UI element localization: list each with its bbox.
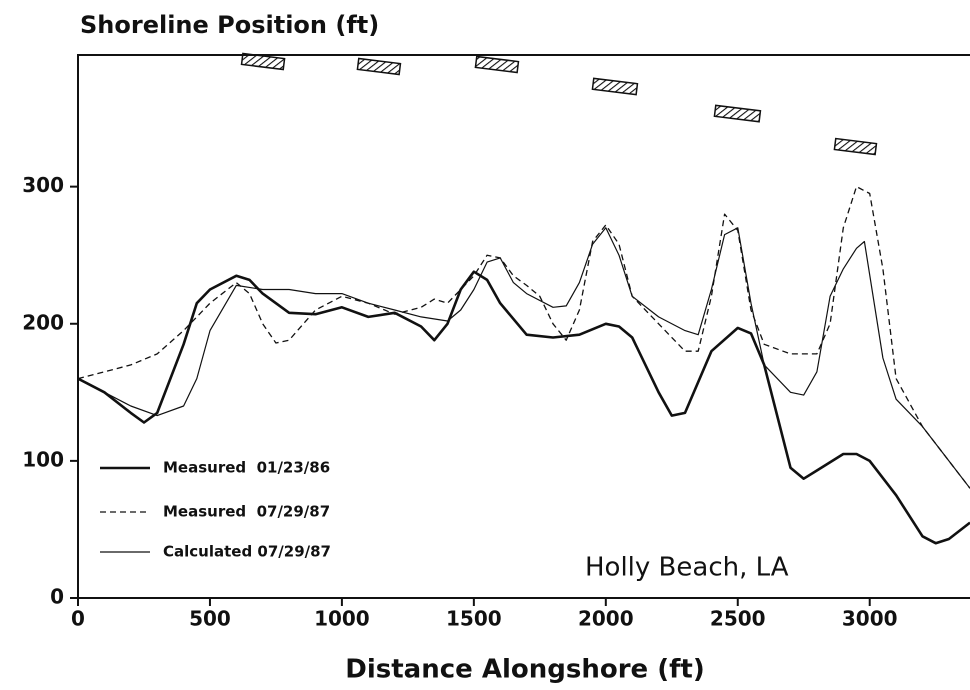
- series-line: [77, 270, 970, 545]
- y-tick-label: 200: [22, 310, 64, 334]
- x-tick-label: 2500: [710, 607, 766, 631]
- x-tick-label: 1000: [314, 607, 370, 631]
- x-tick-label: 0: [71, 607, 85, 631]
- legend-label: Measured 07/29/87: [163, 503, 330, 521]
- x-tick-label: 3000: [842, 607, 898, 631]
- series-line: [77, 227, 970, 489]
- annotation: Holly Beach, LA: [585, 553, 789, 583]
- x-tick-label: 500: [189, 607, 231, 631]
- series-line: [77, 185, 970, 489]
- breakwater: [474, 55, 520, 74]
- x-axis-label: Distance Alongshore (ft): [345, 655, 704, 685]
- y-tick-label: 0: [50, 585, 64, 609]
- legend-label: Measured 01/23/86: [163, 459, 330, 477]
- x-tick-label: 1500: [446, 607, 502, 631]
- x-tick-label: 2000: [578, 607, 634, 631]
- breakwater: [356, 57, 402, 76]
- y-tick-label: 100: [22, 447, 64, 471]
- y-tick-label: 300: [22, 173, 64, 197]
- breakwater: [713, 104, 762, 123]
- breakwater: [240, 52, 286, 71]
- chart-title: Shoreline Position (ft): [80, 11, 379, 39]
- breakwater: [833, 137, 878, 156]
- breakwaters: [240, 52, 878, 156]
- legend-label: Calculated 07/29/87: [163, 543, 331, 561]
- axes-frame: [77, 54, 970, 599]
- breakwater: [591, 77, 639, 96]
